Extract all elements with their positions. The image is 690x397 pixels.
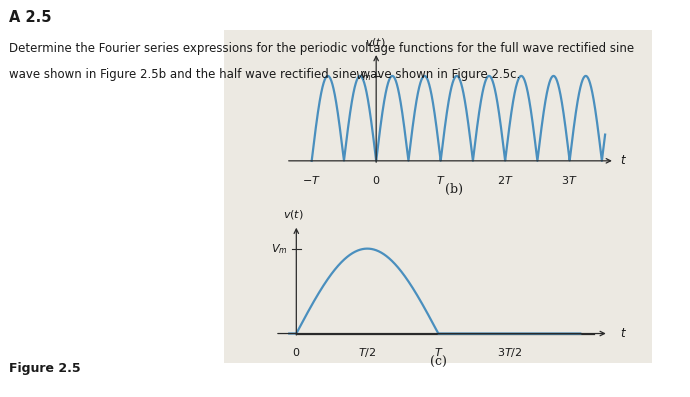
- Text: $T$: $T$: [433, 346, 443, 358]
- Text: $-T$: $-T$: [302, 173, 321, 185]
- Text: $V_m$: $V_m$: [355, 69, 372, 83]
- Text: $T$: $T$: [436, 173, 446, 185]
- Text: $3T/2$: $3T/2$: [497, 346, 522, 359]
- Text: $2T$: $2T$: [497, 173, 513, 185]
- Text: $t$: $t$: [620, 154, 627, 167]
- Text: (c): (c): [430, 356, 446, 369]
- Text: $v(t)$: $v(t)$: [283, 208, 304, 222]
- Text: $0$: $0$: [292, 346, 300, 358]
- Text: $T/2$: $T/2$: [358, 346, 376, 359]
- Text: wave shown in Figure 2.5b and the half wave rectified sine wave shown in Figure : wave shown in Figure 2.5b and the half w…: [9, 68, 520, 81]
- Text: $t$: $t$: [620, 327, 627, 340]
- Text: $0$: $0$: [372, 173, 380, 185]
- Text: $v(t)$: $v(t)$: [364, 36, 385, 49]
- Text: A 2.5: A 2.5: [9, 10, 52, 25]
- Text: Figure 2.5: Figure 2.5: [9, 362, 81, 375]
- Text: (b): (b): [444, 183, 462, 196]
- Text: Determine the Fourier series expressions for the periodic voltage functions for : Determine the Fourier series expressions…: [9, 42, 634, 55]
- Text: $V_m$: $V_m$: [271, 242, 288, 256]
- Text: $3T$: $3T$: [562, 173, 578, 185]
